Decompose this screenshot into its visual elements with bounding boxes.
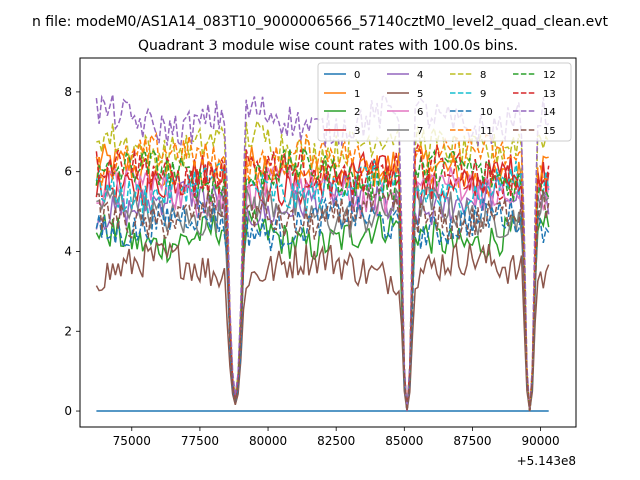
legend-label-4: 4 <box>417 70 423 81</box>
y-tick-label: 6 <box>64 165 72 179</box>
series-line-15 <box>96 187 550 412</box>
legend-label-15: 15 <box>543 126 556 137</box>
figure-suptitle: n file: modeM0/AS1A14_083T10_9000006566_… <box>32 14 609 30</box>
x-tick-label: 85000 <box>385 434 423 448</box>
legend-label-13: 13 <box>543 89 556 100</box>
y-tick-label: 2 <box>64 324 72 338</box>
series-line-10 <box>95 195 550 412</box>
series-line-5 <box>95 241 550 412</box>
y-tick-label: 4 <box>64 244 72 258</box>
legend-label-5: 5 <box>417 89 423 100</box>
legend-label-1: 1 <box>354 89 360 100</box>
legend-label-9: 9 <box>480 89 486 100</box>
legend-label-0: 0 <box>354 70 360 81</box>
legend-label-12: 12 <box>543 70 556 81</box>
x-tick-label: 80000 <box>249 434 287 448</box>
legend-label-10: 10 <box>480 107 493 118</box>
plot-frame <box>79 57 577 428</box>
x-axis-offset-label: +5.143e8 <box>517 454 576 468</box>
legend-label-11: 11 <box>480 126 493 137</box>
legend-label-14: 14 <box>543 107 556 118</box>
chart-title: Quadrant 3 module wise count rates with … <box>138 38 518 54</box>
series-line-13 <box>95 142 550 412</box>
series-line-2 <box>95 208 550 412</box>
legend-label-7: 7 <box>417 126 423 137</box>
x-tick-label: 90000 <box>521 434 559 448</box>
series-layer <box>95 94 550 412</box>
series-line-9 <box>95 160 550 412</box>
x-tick-label: 77500 <box>181 434 219 448</box>
legend-label-8: 8 <box>480 70 486 81</box>
legend-box <box>317 62 572 142</box>
legend-label-3: 3 <box>354 126 360 137</box>
legend-label-2: 2 <box>354 107 360 118</box>
series-line-11 <box>95 131 550 412</box>
y-tick-label: 0 <box>64 404 72 418</box>
x-axis: 75000 77500 80000 82500 85000 87500 90000 <box>113 427 560 448</box>
y-axis: 0 2 4 6 8 <box>64 85 80 418</box>
x-tick-label: 87500 <box>453 434 491 448</box>
x-tick-label: 75000 <box>113 434 151 448</box>
x-tick-label: 82500 <box>317 434 355 448</box>
y-tick-label: 8 <box>64 85 72 99</box>
legend-label-6: 6 <box>417 107 423 118</box>
